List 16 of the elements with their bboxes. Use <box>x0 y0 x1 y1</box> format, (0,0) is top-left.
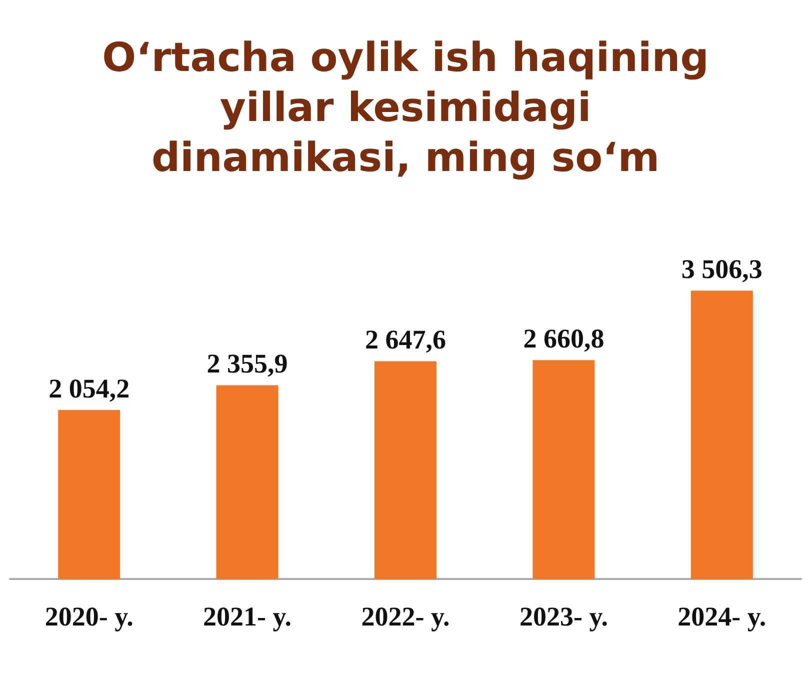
bar <box>374 361 436 579</box>
data-label: 2 054,2 <box>48 374 130 404</box>
x-tick-label: 2023- y. <box>519 602 608 632</box>
bar <box>216 385 278 579</box>
chart-title: O‘rtacha oylik ish haqining yillar kesimidagi dinamikasi, ming so‘m <box>102 35 709 181</box>
x-tick-label: 2020- y. <box>44 602 134 632</box>
bar <box>690 290 753 579</box>
data-label: 2 660,8 <box>523 324 604 354</box>
data-label: 2 647,6 <box>365 324 446 355</box>
x-tick-label: 2022- y. <box>361 602 450 632</box>
bar <box>58 410 120 579</box>
data-label: 2 355,9 <box>206 348 288 379</box>
x-tick-label: 2021- y. <box>203 602 292 632</box>
bar <box>532 360 595 579</box>
data-label: 3 506,3 <box>681 254 762 284</box>
x-tick-label: 2024- y. <box>678 602 766 632</box>
